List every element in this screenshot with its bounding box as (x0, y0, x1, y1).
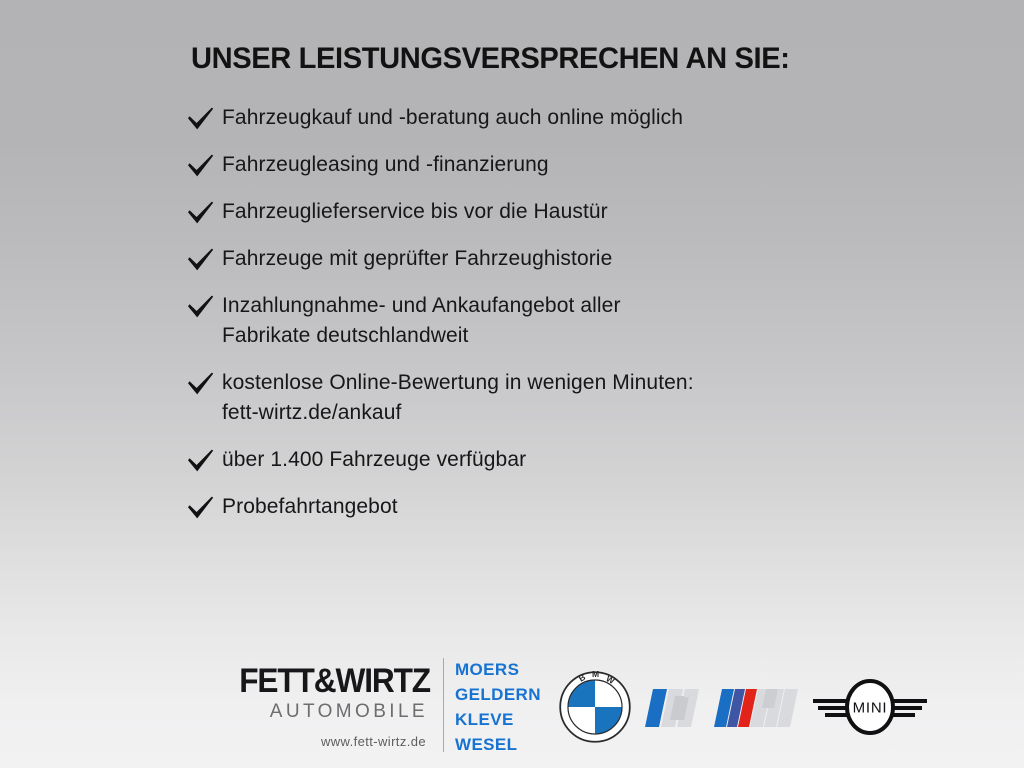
list-item-label: kostenlose Online-Bewertung in wenigen M… (222, 368, 694, 428)
checkmark-icon (186, 492, 222, 521)
list-item: Inzahlungnahme- und Ankaufangebot aller … (186, 291, 976, 351)
checkmark-icon (186, 244, 222, 273)
checkmark-icon (186, 150, 222, 179)
list-item-label: Inzahlungnahme- und Ankaufangebot aller … (222, 291, 621, 351)
list-item: kostenlose Online-Bewertung in wenigen M… (186, 368, 976, 428)
list-item: Fahrzeuglieferservice bis vor die Haustü… (186, 197, 976, 227)
list-item-line1: über 1.400 Fahrzeuge verfügbar (222, 448, 527, 471)
bmw-m-logo (714, 686, 802, 735)
vertical-divider (443, 658, 444, 752)
checkmark-icon (186, 103, 222, 132)
list-item-label: über 1.400 Fahrzeuge verfügbar (222, 445, 526, 475)
list-item-line1: Fahrzeugkauf und -beratung auch online m… (222, 106, 684, 129)
list-item-line1: Inzahlungnahme- und Ankaufangebot aller (222, 294, 621, 317)
list-item-label: Probefahrtangebot (222, 492, 398, 522)
checkmark-icon (186, 197, 222, 226)
svg-text:M: M (592, 670, 599, 679)
list-item-label: Fahrzeugkauf und -beratung auch online m… (222, 103, 683, 133)
svg-text:B: B (577, 672, 587, 684)
list-item-label: Fahrzeuge mit geprüfter Fahrzeughistorie (222, 244, 612, 274)
list-item: Probefahrtangebot (186, 492, 976, 522)
city-item: GELDERN (455, 685, 541, 704)
list-item: Fahrzeuge mit geprüfter Fahrzeughistorie (186, 244, 976, 274)
dealer-website: www.fett-wirtz.de (320, 734, 426, 749)
mini-logo: MINI (812, 676, 928, 743)
city-item: MOERS (455, 660, 520, 679)
list-item-line2: Fabrikate deutschlandweit (222, 324, 469, 347)
city-list: MOERS GELDERN KLEVE WESEL (455, 657, 541, 757)
list-item-label: Fahrzeuglieferservice bis vor die Haustü… (222, 197, 608, 227)
footer-logo-strip: FETT&WIRTZ AUTOMOBILE www.fett-wirtz.de … (0, 648, 1024, 768)
list-item-label: Fahrzeugleasing und -finanzierung (222, 150, 549, 180)
page-title: UNSER LEISTUNGSVERSPRECHEN AN SIE: (191, 42, 790, 75)
list-item: über 1.400 Fahrzeuge verfügbar (186, 445, 976, 475)
bmw-logo: B M W (558, 669, 632, 749)
list-item-line1: Fahrzeugleasing und -finanzierung (222, 153, 549, 176)
checkmark-icon (186, 368, 222, 397)
list-item-line1: kostenlose Online-Bewertung in wenigen M… (222, 371, 694, 394)
checkmark-icon (186, 445, 222, 474)
bmw-i-logo (645, 686, 707, 735)
list-item: Fahrzeugkauf und -beratung auch online m… (186, 103, 976, 133)
benefits-list: Fahrzeugkauf und -beratung auch online m… (186, 103, 976, 539)
list-item: Fahrzeugleasing und -finanzierung (186, 150, 976, 180)
checkmark-icon (186, 291, 222, 320)
list-item-line2-url: fett-wirtz.de/ankauf (222, 401, 402, 424)
svg-text:MINI: MINI (853, 700, 888, 717)
dealer-name: FETT&WIRTZ (239, 662, 431, 700)
dealer-subtitle: AUTOMOBILE (269, 701, 428, 722)
city-item: KLEVE (455, 710, 514, 729)
list-item-line1: Fahrzeuglieferservice bis vor die Haustü… (222, 200, 608, 223)
list-item-line1: Fahrzeuge mit geprüfter Fahrzeughistorie (222, 247, 613, 270)
dealer-logo: FETT&WIRTZ AUTOMOBILE www.fett-wirtz.de (192, 662, 431, 749)
list-item-line1: Probefahrtangebot (222, 495, 398, 518)
city-item: WESEL (455, 735, 518, 754)
